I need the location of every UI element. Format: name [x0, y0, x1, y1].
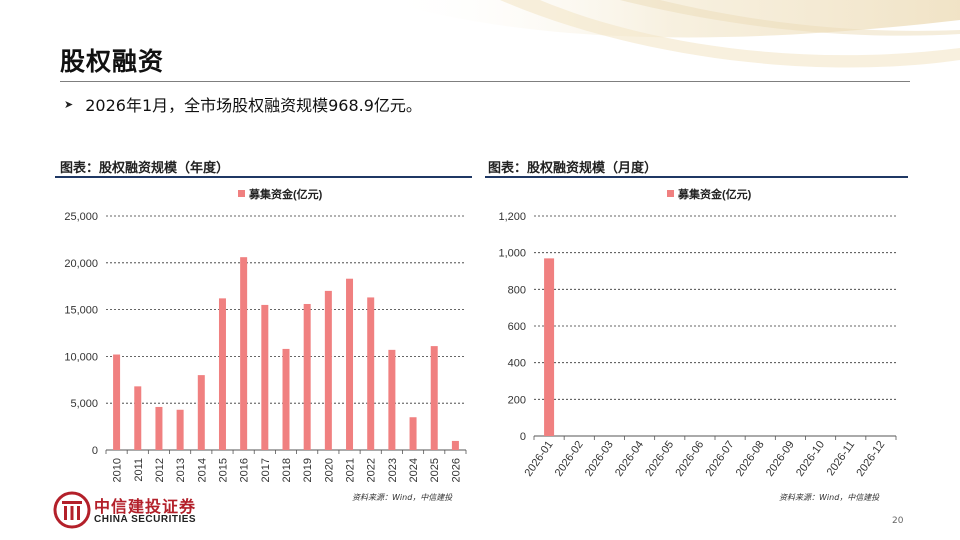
x-tick-label: 2017 [260, 458, 272, 482]
china-securities-logo [53, 491, 91, 529]
page-title: 股权融资 [60, 47, 165, 76]
bar [261, 304, 269, 450]
x-tick-label: 2019 [302, 458, 314, 482]
x-tick-label: 2020 [323, 458, 335, 482]
x-tick-label: 2014 [196, 458, 208, 482]
x-tick-label: 2025 [429, 458, 441, 482]
annual-chart-caption: 图表：股权融资规模（年度） [60, 161, 230, 176]
legend-label: 募集资金(亿元) [677, 187, 752, 201]
bar [282, 348, 290, 450]
x-tick-label: 2022 [366, 458, 378, 482]
annual-financing-chart: 募集资金(亿元) 0 5,000 10,000 15,000 20,000 25,000 20… [64, 187, 467, 482]
x-tick-label: 2026-10 [794, 439, 827, 479]
x-tick-label: 2026-11 [825, 439, 858, 478]
bar [388, 349, 396, 450]
bar [346, 278, 354, 450]
y-tick-label: 10,000 [64, 351, 98, 363]
y-tick-label: 0 [520, 431, 526, 443]
bar [197, 375, 205, 450]
legend-swatch [238, 190, 245, 197]
x-tick-label: 2026-05 [643, 439, 676, 479]
background-swoosh [380, 0, 960, 68]
summary-bullet: ➤ 2026年1月，全市场股权融资规模968.9亿元。 [64, 92, 422, 116]
bar [451, 440, 459, 450]
monthly-chart-rule [485, 176, 908, 178]
bullet-arrow-icon: ➤ [64, 97, 74, 111]
x-tick-label: 2026-06 [673, 439, 706, 479]
monthly-chart-source: 资料来源：Wind，中信建投 [779, 493, 880, 502]
bar [176, 409, 184, 450]
x-tick-label: 2018 [281, 458, 293, 482]
x-tick-label: 2026-08 [734, 439, 767, 479]
x-tick-label: 2026-02 [553, 439, 586, 479]
y-tick-label: 5,000 [70, 398, 98, 410]
x-tick-label: 2026-09 [764, 439, 797, 479]
annual-chart-rule [55, 176, 472, 178]
x-tick-label: 2026-04 [613, 439, 646, 479]
monthly-chart-caption: 图表：股权融资规模（月度） [488, 161, 658, 176]
x-tick-label: 2026-07 [704, 439, 737, 479]
y-tick-label: 1,200 [498, 211, 526, 223]
x-tick-label: 2011 [133, 458, 145, 482]
page-number: 20 [892, 516, 904, 526]
bar [324, 290, 332, 450]
x-tick-label: 2026-03 [583, 439, 616, 479]
x-tick-label: 2010 [112, 458, 124, 482]
bar [367, 297, 375, 450]
legend-swatch [667, 190, 674, 197]
x-tick-label: 2016 [239, 458, 251, 482]
x-tick-label: 2024 [408, 458, 420, 482]
legend: 募集资金(亿元) [238, 187, 323, 201]
x-tick-label: 2023 [387, 458, 399, 482]
x-tick-label: 2015 [217, 458, 229, 482]
y-tick-label: 600 [508, 321, 526, 333]
x-tick-label: 2013 [175, 458, 187, 482]
y-tick-label: 200 [508, 394, 526, 406]
x-tick-label: 2026 [450, 458, 462, 482]
y-tick-label: 20,000 [64, 258, 98, 270]
x-tick-label: 2026-12 [854, 439, 887, 479]
bar [303, 303, 311, 450]
bar [430, 346, 438, 450]
monthly-financing-chart: 募集资金(亿元)02004006008001,0001,2002026-0120… [498, 187, 897, 479]
x-tick-label: 2012 [154, 458, 166, 482]
y-tick-label: 15,000 [64, 305, 98, 317]
y-tick-label: 400 [508, 358, 526, 370]
annual-chart-source: 资料来源：Wind，中信建投 [352, 493, 453, 502]
bullet-text: 2026年1月，全市场股权融资规模968.9亿元。 [85, 96, 422, 115]
bar [240, 257, 248, 450]
y-tick-label: 0 [92, 445, 98, 457]
bar [155, 406, 163, 450]
y-tick-label: 1,000 [498, 248, 526, 260]
legend-label: 募集资金(亿元) [248, 187, 323, 201]
bar [134, 386, 142, 450]
title-divider [60, 81, 910, 82]
x-tick-label: 2026-01 [523, 439, 556, 479]
legend: 募集资金(亿元) [667, 187, 752, 201]
bar [409, 417, 417, 450]
bar [113, 354, 121, 450]
logo-english-name: CHINA SECURITIES [94, 514, 197, 525]
y-tick-label: 800 [508, 284, 526, 296]
bar [218, 298, 226, 450]
y-tick-label: 25,000 [64, 211, 98, 223]
logo-chinese-name: 中信建投证券 [94, 497, 197, 516]
bar [544, 258, 555, 436]
x-tick-label: 2021 [345, 458, 357, 482]
